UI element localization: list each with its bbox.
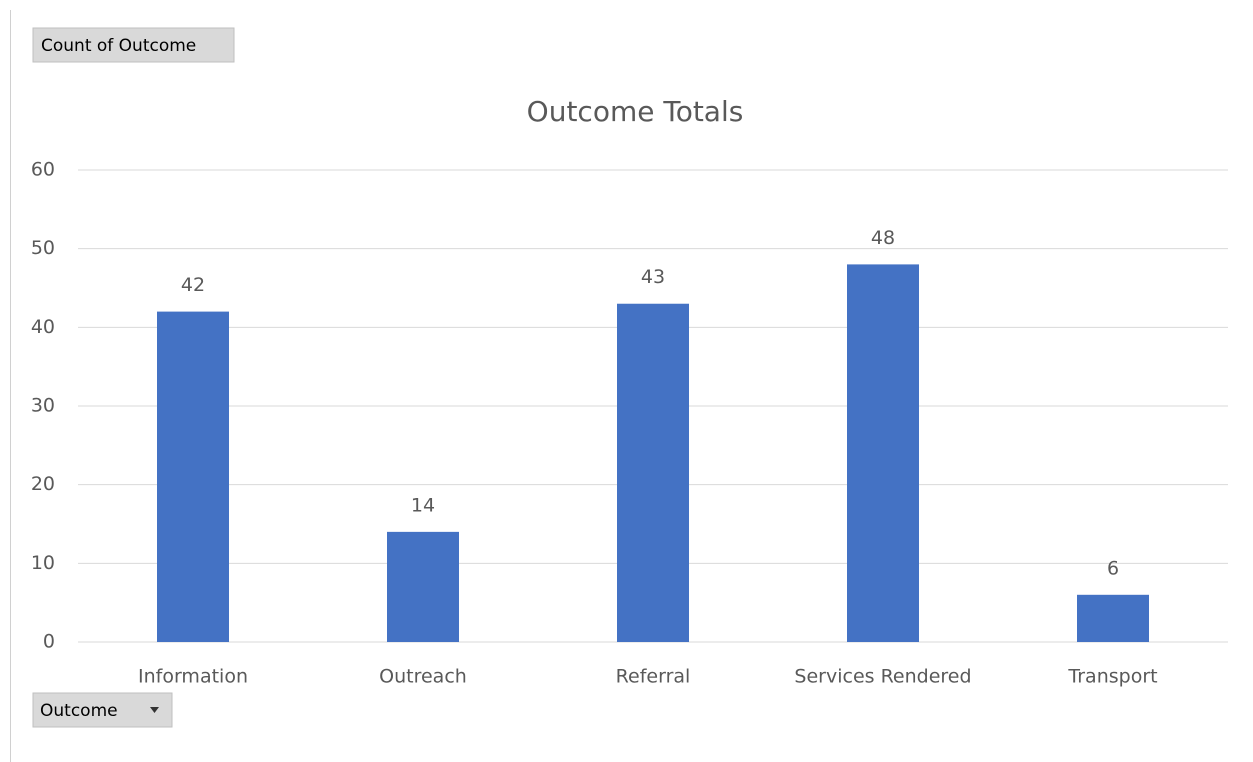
- x-tick-label: Information: [138, 666, 248, 688]
- x-tick-label: Referral: [616, 666, 691, 688]
- button-bg: [32, 692, 173, 728]
- data-label: 6: [1107, 557, 1119, 579]
- value-field-button[interactable]: Count of Outcome: [32, 27, 235, 63]
- bar: [387, 531, 459, 642]
- bar: [1077, 594, 1149, 642]
- x-tick-label: Services Rendered: [794, 666, 971, 688]
- x-tick-label: Transport: [1067, 666, 1157, 688]
- data-label: 14: [411, 494, 435, 516]
- axis-field-button[interactable]: Outcome: [32, 692, 173, 728]
- bar: [157, 311, 229, 642]
- data-label: 42: [181, 274, 205, 296]
- dropdown-arrow: [150, 707, 159, 713]
- y-tick-label: 0: [43, 631, 55, 653]
- bar: [617, 303, 689, 642]
- y-tick-label: 50: [31, 237, 55, 259]
- chart-title: Outcome Totals: [527, 95, 744, 128]
- y-tick-label: 10: [31, 552, 55, 574]
- button-label: Count of Outcome: [41, 36, 196, 56]
- y-tick-label: 20: [31, 473, 55, 495]
- data-label: 48: [871, 227, 895, 249]
- bar: [847, 264, 919, 642]
- data-label: 43: [641, 266, 665, 288]
- button-label: Outcome: [40, 701, 118, 721]
- y-tick-label: 60: [31, 159, 55, 181]
- y-tick-label: 30: [31, 395, 55, 417]
- button-bg: [32, 27, 235, 63]
- x-tick-label: Outreach: [379, 666, 467, 688]
- y-tick-label: 40: [31, 316, 55, 338]
